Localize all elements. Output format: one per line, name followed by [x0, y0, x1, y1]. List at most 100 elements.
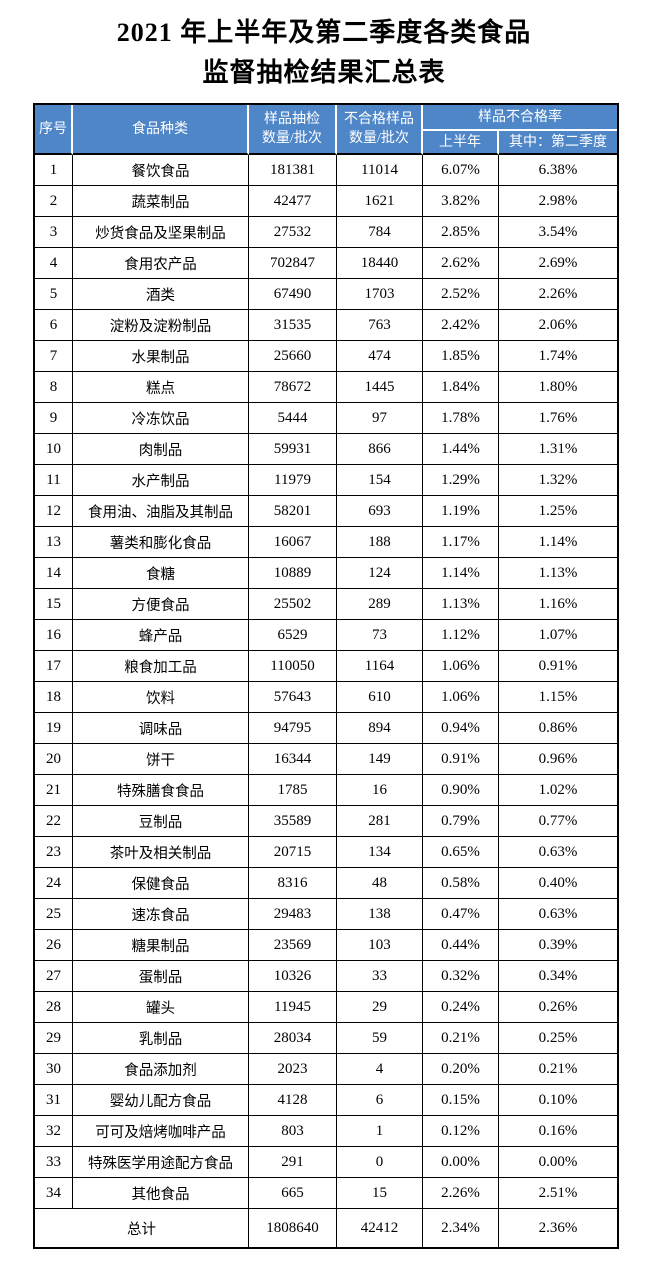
table-row: 24 保健食品 8316 48 0.58% 0.40% [35, 868, 617, 899]
cell-rate-q2: 1.25% [499, 496, 617, 527]
cell-row-number: 7 [35, 341, 73, 372]
cell-unqualified-count: 103 [337, 930, 423, 961]
cell-rate-first-half: 0.58% [423, 868, 499, 899]
cell-total-label: 总计 [35, 1209, 249, 1247]
cell-rate-q2: 3.54% [499, 217, 617, 248]
cell-rate-first-half: 0.32% [423, 961, 499, 992]
cell-unqualified-count: 97 [337, 403, 423, 434]
cell-sampled-count: 6529 [249, 620, 337, 651]
cell-row-number: 16 [35, 620, 73, 651]
cell-rate-q2: 0.63% [499, 837, 617, 868]
cell-sampled-count: 110050 [249, 651, 337, 682]
cell-unqualified-count: 784 [337, 217, 423, 248]
cell-food-category: 豆制品 [73, 806, 249, 837]
cell-unqualified-count: 154 [337, 465, 423, 496]
table-body: 1 餐饮食品 181381 11014 6.07% 6.38% 2 蔬菜制品 4… [35, 155, 617, 1247]
cell-rate-first-half: 2.62% [423, 248, 499, 279]
cell-sampled-count: 16067 [249, 527, 337, 558]
cell-rate-first-half: 0.00% [423, 1147, 499, 1178]
cell-rate-first-half: 6.07% [423, 155, 499, 186]
cell-row-number: 26 [35, 930, 73, 961]
cell-food-category: 食品添加剂 [73, 1054, 249, 1085]
cell-rate-q2: 0.39% [499, 930, 617, 961]
cell-sampled-count: 27532 [249, 217, 337, 248]
cell-rate-first-half: 2.52% [423, 279, 499, 310]
cell-unqualified-count: 289 [337, 589, 423, 620]
header-col-sampled: 样品抽检 数量/批次 [249, 105, 337, 155]
cell-row-number: 28 [35, 992, 73, 1023]
cell-sampled-count: 665 [249, 1178, 337, 1209]
cell-rate-first-half: 0.79% [423, 806, 499, 837]
cell-rate-first-half: 0.44% [423, 930, 499, 961]
table-row: 21 特殊膳食食品 1785 16 0.90% 1.02% [35, 775, 617, 806]
cell-rate-first-half: 2.26% [423, 1178, 499, 1209]
cell-unqualified-count: 4 [337, 1054, 423, 1085]
cell-unqualified-count: 474 [337, 341, 423, 372]
cell-rate-q2: 2.26% [499, 279, 617, 310]
cell-rate-q2: 0.77% [499, 806, 617, 837]
cell-food-category: 饮料 [73, 682, 249, 713]
cell-sampled-count: 181381 [249, 155, 337, 186]
cell-rate-first-half: 0.24% [423, 992, 499, 1023]
cell-sampled-count: 67490 [249, 279, 337, 310]
cell-sampled-count: 57643 [249, 682, 337, 713]
cell-food-category: 炒货食品及坚果制品 [73, 217, 249, 248]
cell-rate-q2: 2.69% [499, 248, 617, 279]
cell-total-sampled: 1808640 [249, 1209, 337, 1247]
cell-rate-q2: 2.06% [499, 310, 617, 341]
cell-rate-first-half: 1.19% [423, 496, 499, 527]
cell-sampled-count: 702847 [249, 248, 337, 279]
cell-row-number: 23 [35, 837, 73, 868]
cell-food-category: 调味品 [73, 713, 249, 744]
cell-sampled-count: 31535 [249, 310, 337, 341]
cell-sampled-count: 25502 [249, 589, 337, 620]
cell-row-number: 33 [35, 1147, 73, 1178]
inspection-summary-table: 序号 食品种类 样品抽检 数量/批次 不合格样品 数量/批次 样品不合格率 上半… [33, 103, 619, 1249]
cell-row-number: 32 [35, 1116, 73, 1147]
cell-unqualified-count: 59 [337, 1023, 423, 1054]
cell-rate-first-half: 0.94% [423, 713, 499, 744]
cell-unqualified-count: 16 [337, 775, 423, 806]
cell-row-number: 31 [35, 1085, 73, 1116]
title-line-1: 2021 年上半年及第二季度各类食品 [116, 18, 532, 47]
table-row: 8 糕点 78672 1445 1.84% 1.80% [35, 372, 617, 403]
cell-unqualified-count: 11014 [337, 155, 423, 186]
cell-food-category: 特殊医学用途配方食品 [73, 1147, 249, 1178]
cell-rate-first-half: 3.82% [423, 186, 499, 217]
cell-rate-q2: 0.10% [499, 1085, 617, 1116]
cell-sampled-count: 291 [249, 1147, 337, 1178]
cell-rate-q2: 0.86% [499, 713, 617, 744]
cell-rate-first-half: 2.85% [423, 217, 499, 248]
cell-rate-q2: 1.32% [499, 465, 617, 496]
table-row: 23 茶叶及相关制品 20715 134 0.65% 0.63% [35, 837, 617, 868]
table-row: 32 可可及焙烤咖啡产品 803 1 0.12% 0.16% [35, 1116, 617, 1147]
cell-unqualified-count: 18440 [337, 248, 423, 279]
cell-rate-q2: 0.25% [499, 1023, 617, 1054]
cell-food-category: 淀粉及淀粉制品 [73, 310, 249, 341]
cell-sampled-count: 20715 [249, 837, 337, 868]
cell-unqualified-count: 134 [337, 837, 423, 868]
cell-food-category: 食用油、油脂及其制品 [73, 496, 249, 527]
cell-row-number: 11 [35, 465, 73, 496]
table-row: 20 饼干 16344 149 0.91% 0.96% [35, 744, 617, 775]
table-row: 14 食糖 10889 124 1.14% 1.13% [35, 558, 617, 589]
table-row: 33 特殊医学用途配方食品 291 0 0.00% 0.00% [35, 1147, 617, 1178]
cell-sampled-count: 78672 [249, 372, 337, 403]
cell-rate-q2: 1.74% [499, 341, 617, 372]
cell-sampled-count: 29483 [249, 899, 337, 930]
table-row: 19 调味品 94795 894 0.94% 0.86% [35, 713, 617, 744]
header-col-no: 序号 [35, 105, 73, 155]
cell-food-category: 薯类和膨化食品 [73, 527, 249, 558]
cell-rate-first-half: 0.20% [423, 1054, 499, 1085]
cell-total-rate-first-half: 2.34% [423, 1209, 499, 1247]
table-row: 18 饮料 57643 610 1.06% 1.15% [35, 682, 617, 713]
cell-food-category: 蔬菜制品 [73, 186, 249, 217]
cell-rate-first-half: 0.15% [423, 1085, 499, 1116]
cell-rate-q2: 1.31% [499, 434, 617, 465]
cell-rate-q2: 1.13% [499, 558, 617, 589]
cell-rate-q2: 1.07% [499, 620, 617, 651]
cell-food-category: 糖果制品 [73, 930, 249, 961]
cell-unqualified-count: 281 [337, 806, 423, 837]
cell-food-category: 特殊膳食食品 [73, 775, 249, 806]
document-title: 2021 年上半年及第二季度各类食品 监督抽检结果汇总表 [0, 0, 648, 93]
